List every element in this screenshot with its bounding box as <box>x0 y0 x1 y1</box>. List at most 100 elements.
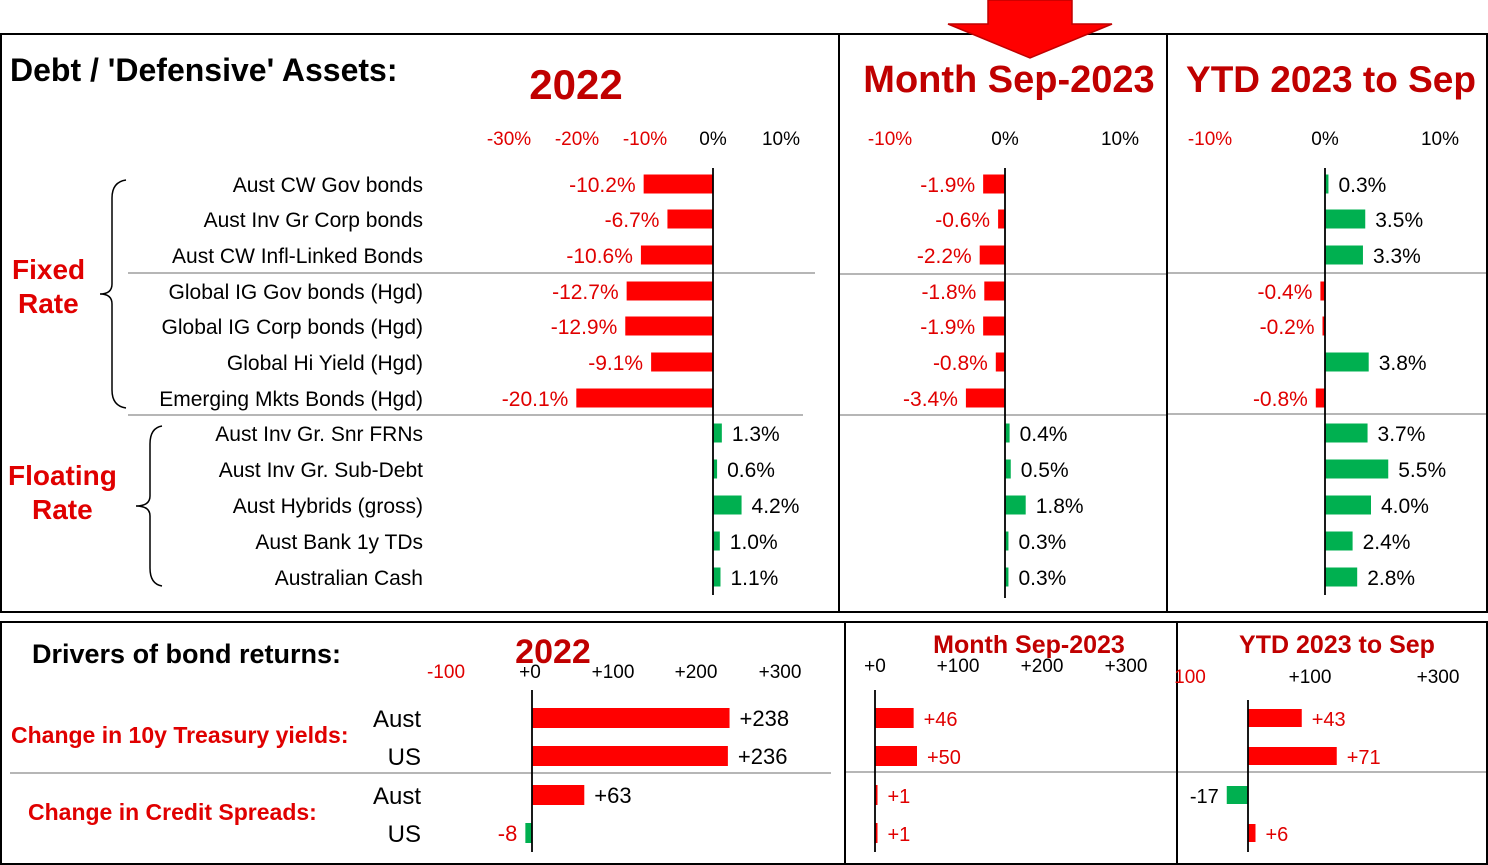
panel-title: Month Sep-2023 <box>863 59 1154 101</box>
bar <box>532 708 730 728</box>
bar <box>1325 459 1389 479</box>
axis-tick-label: 0% <box>699 129 727 150</box>
bar <box>875 708 914 728</box>
bar <box>1005 531 1009 551</box>
data-label: +46 <box>924 709 958 731</box>
axis-tick-label: +300 <box>1105 656 1148 677</box>
bar <box>875 823 878 843</box>
panel-title: 2022 <box>529 61 622 108</box>
axis-tick-label: -10% <box>868 129 912 150</box>
axis-tick-label: 10% <box>1101 129 1139 150</box>
axis-tick-label: +300 <box>1417 667 1460 688</box>
axis-tick-label: -10% <box>1188 129 1232 150</box>
bar <box>525 823 532 843</box>
data-label: -1.9% <box>920 316 975 339</box>
axis-tick-label: 100 <box>1174 667 1206 688</box>
data-label: +71 <box>1347 747 1381 769</box>
axis-tick-label: +300 <box>759 662 802 683</box>
data-label: -6.7% <box>605 209 660 232</box>
data-label: -17 <box>1190 786 1219 808</box>
data-label: +63 <box>594 783 631 808</box>
driver-row-label: Aust <box>373 706 421 733</box>
bar <box>713 531 720 551</box>
bar <box>1226 786 1248 804</box>
panel-title: YTD 2023 to Sep <box>1239 631 1435 659</box>
axis-tick-label: -30% <box>487 129 531 150</box>
data-label: +50 <box>927 747 961 769</box>
data-label: 0.3% <box>1018 567 1066 590</box>
bar <box>979 245 1005 265</box>
data-label: 3.7% <box>1378 423 1426 446</box>
bar <box>983 174 1005 194</box>
bar <box>1325 423 1368 443</box>
category-label: Global IG Corp bonds (Hgd) <box>162 316 423 339</box>
category-label: Global IG Gov bonds (Hgd) <box>169 281 423 304</box>
data-label: -0.6% <box>935 209 990 232</box>
bar <box>1325 174 1329 194</box>
data-label: 0.3% <box>1338 174 1386 197</box>
bar <box>1325 245 1363 265</box>
bar <box>640 245 713 265</box>
floating-rate-brace <box>135 425 163 587</box>
bar <box>1325 209 1366 229</box>
driver-row-label: US <box>388 821 421 848</box>
bar <box>1248 747 1337 765</box>
top-right-panel <box>1166 33 1488 613</box>
data-label: 2.8% <box>1367 567 1415 590</box>
bar <box>643 174 713 194</box>
data-label: -0.8% <box>933 352 988 375</box>
bar <box>984 281 1005 301</box>
data-label: -20.1% <box>502 388 569 411</box>
group-label-treasury-yields: Change in 10y Treasury yields: <box>11 722 349 748</box>
data-label: -10.2% <box>569 174 636 197</box>
bar <box>1248 824 1256 842</box>
panel-title: YTD 2023 to Sep <box>1186 59 1476 100</box>
bar <box>1320 281 1325 301</box>
bar <box>983 316 1005 336</box>
bar <box>667 209 713 229</box>
bar <box>713 567 721 587</box>
bar <box>651 352 713 372</box>
data-label: -0.2% <box>1260 316 1315 339</box>
data-label: -8 <box>498 821 518 846</box>
data-label: -1.9% <box>920 174 975 197</box>
bar <box>532 785 585 805</box>
data-label: -0.4% <box>1258 281 1313 304</box>
data-label: 1.3% <box>732 423 780 446</box>
data-label: +236 <box>738 744 788 769</box>
bottom-section-title: Drivers of bond returns: <box>32 639 342 669</box>
data-label: -1.8% <box>921 281 976 304</box>
data-label: 1.1% <box>730 567 778 590</box>
category-label: Emerging Mkts Bonds (Hgd) <box>159 388 423 411</box>
data-label: 2.4% <box>1363 531 1411 554</box>
bar <box>1005 423 1010 443</box>
bar <box>1005 567 1009 587</box>
bar <box>1005 495 1026 515</box>
data-label: 4.2% <box>752 495 800 518</box>
bar <box>998 209 1005 229</box>
floating-rate-label-line2: Rate <box>32 494 93 525</box>
data-label: -3.4% <box>903 388 958 411</box>
axis-tick-label: -100 <box>427 662 465 683</box>
data-label: 5.5% <box>1398 459 1446 482</box>
axis-tick-label: 10% <box>1421 129 1459 150</box>
data-label: 1.8% <box>1036 495 1084 518</box>
data-label: 3.8% <box>1379 352 1427 375</box>
axis-tick-label: +100 <box>937 656 980 677</box>
driver-row-label: US <box>388 744 421 771</box>
data-label: 0.4% <box>1020 423 1068 446</box>
data-label: 0.5% <box>1021 459 1069 482</box>
data-label: -10.6% <box>566 245 633 268</box>
bar <box>1005 459 1011 479</box>
bar <box>576 388 713 408</box>
bar <box>1325 567 1358 587</box>
axis-tick-label: +100 <box>1289 667 1332 688</box>
fixed-rate-label-line1: Fixed <box>12 254 86 285</box>
category-label: Aust Hybrids (gross) <box>233 495 423 518</box>
axis-tick-label: 0% <box>1311 129 1339 150</box>
bar <box>1325 495 1371 515</box>
bar <box>1322 316 1325 336</box>
axis-tick-label: +0 <box>519 662 541 683</box>
axis-tick-label: +200 <box>675 662 718 683</box>
